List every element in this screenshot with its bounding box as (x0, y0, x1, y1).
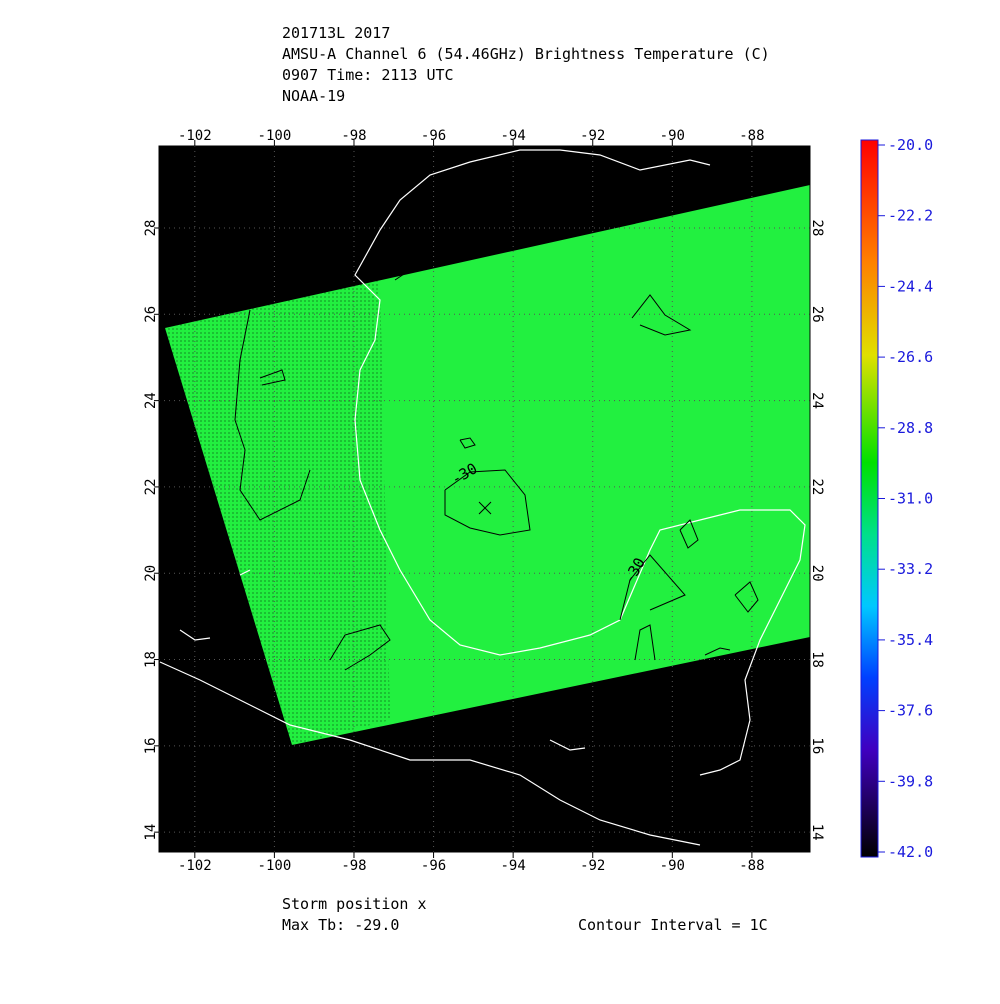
x-tick-label: -100 (258, 128, 292, 144)
colorbar-label: -24.4 (888, 277, 933, 295)
storm-position (478, 501, 492, 515)
title-line: 201713L 2017 (282, 24, 390, 42)
contour-interval: Contour Interval = 1C (578, 916, 768, 934)
colorbar-label: -31.0 (888, 490, 933, 508)
y-tick-label: 28 (809, 220, 825, 237)
y-tick-label: 24 (809, 392, 825, 409)
x-tick-label: -96 (421, 858, 446, 874)
y-tick-label: 28 (143, 220, 159, 237)
y-tick-label: 14 (143, 824, 159, 841)
x-tick-label: -102 (178, 128, 212, 144)
y-tick-label: 26 (809, 306, 825, 323)
title-line: 0907 Time: 2113 UTC (282, 66, 454, 84)
title-line: NOAA-19 (282, 87, 345, 105)
y-tick-label: 22 (143, 478, 159, 495)
y-tick-label: 16 (809, 737, 825, 754)
colorbar-ticks: -20.0 -22.2 -24.4 -26.6 -28.8 -31.0 -33.2 -35.4… (878, 136, 933, 861)
y-tick-label: 20 (143, 565, 159, 582)
colorbar (860, 139, 879, 858)
colorbar-label: -33.2 (888, 560, 933, 578)
y-tick-label: 18 (809, 651, 825, 668)
axes: -102 -102 -100 -100 -98 -98 -96 -96 -94 -94 -92 -92… (143, 128, 825, 874)
y-tick-label: 20 (809, 565, 825, 582)
x-tick-label: -88 (739, 858, 764, 874)
map-frame (158, 145, 811, 853)
x-tick-label: -94 (501, 128, 526, 144)
y-tick-label: 24 (143, 392, 159, 409)
x-tick-label: -100 (258, 858, 292, 874)
coastlines (159, 149, 806, 846)
x-tick-label: -98 (341, 128, 366, 144)
y-tick-label: 16 (143, 737, 159, 754)
colorbar-label: -28.8 (888, 419, 933, 437)
colorbar-label: -42.0 (888, 843, 933, 861)
colorbar-label: -26.6 (888, 348, 933, 366)
x-tick-label: -98 (341, 858, 366, 874)
colorbar-label: -37.6 (888, 702, 933, 720)
colorbar-label: -22.2 (888, 207, 933, 225)
contours (234, 264, 759, 671)
x-tick-label: -90 (660, 858, 685, 874)
x-tick-label: -92 (580, 128, 605, 144)
colorbar-label: -35.4 (888, 631, 933, 649)
x-tick-label: -92 (580, 858, 605, 874)
x-tick-label: -96 (421, 128, 446, 144)
storm-note: Storm position x (282, 895, 427, 913)
y-tick-label: 18 (143, 651, 159, 668)
colorbar-label: -39.8 (888, 772, 933, 790)
x-tick-label: -90 (660, 128, 685, 144)
title-line: AMSU-A Channel 6 (54.46GHz) Brightness T… (282, 45, 770, 63)
colorbar-label: -20.0 (888, 136, 933, 154)
max-tb: Max Tb: -29.0 (282, 916, 399, 934)
y-tick-label: 14 (809, 824, 825, 841)
x-tick-label: -88 (739, 128, 764, 144)
y-tick-label: 22 (809, 478, 825, 495)
x-tick-label: -94 (501, 858, 526, 874)
x-tick-label: -102 (178, 858, 212, 874)
grid (159, 146, 810, 852)
y-tick-label: 26 (143, 306, 159, 323)
